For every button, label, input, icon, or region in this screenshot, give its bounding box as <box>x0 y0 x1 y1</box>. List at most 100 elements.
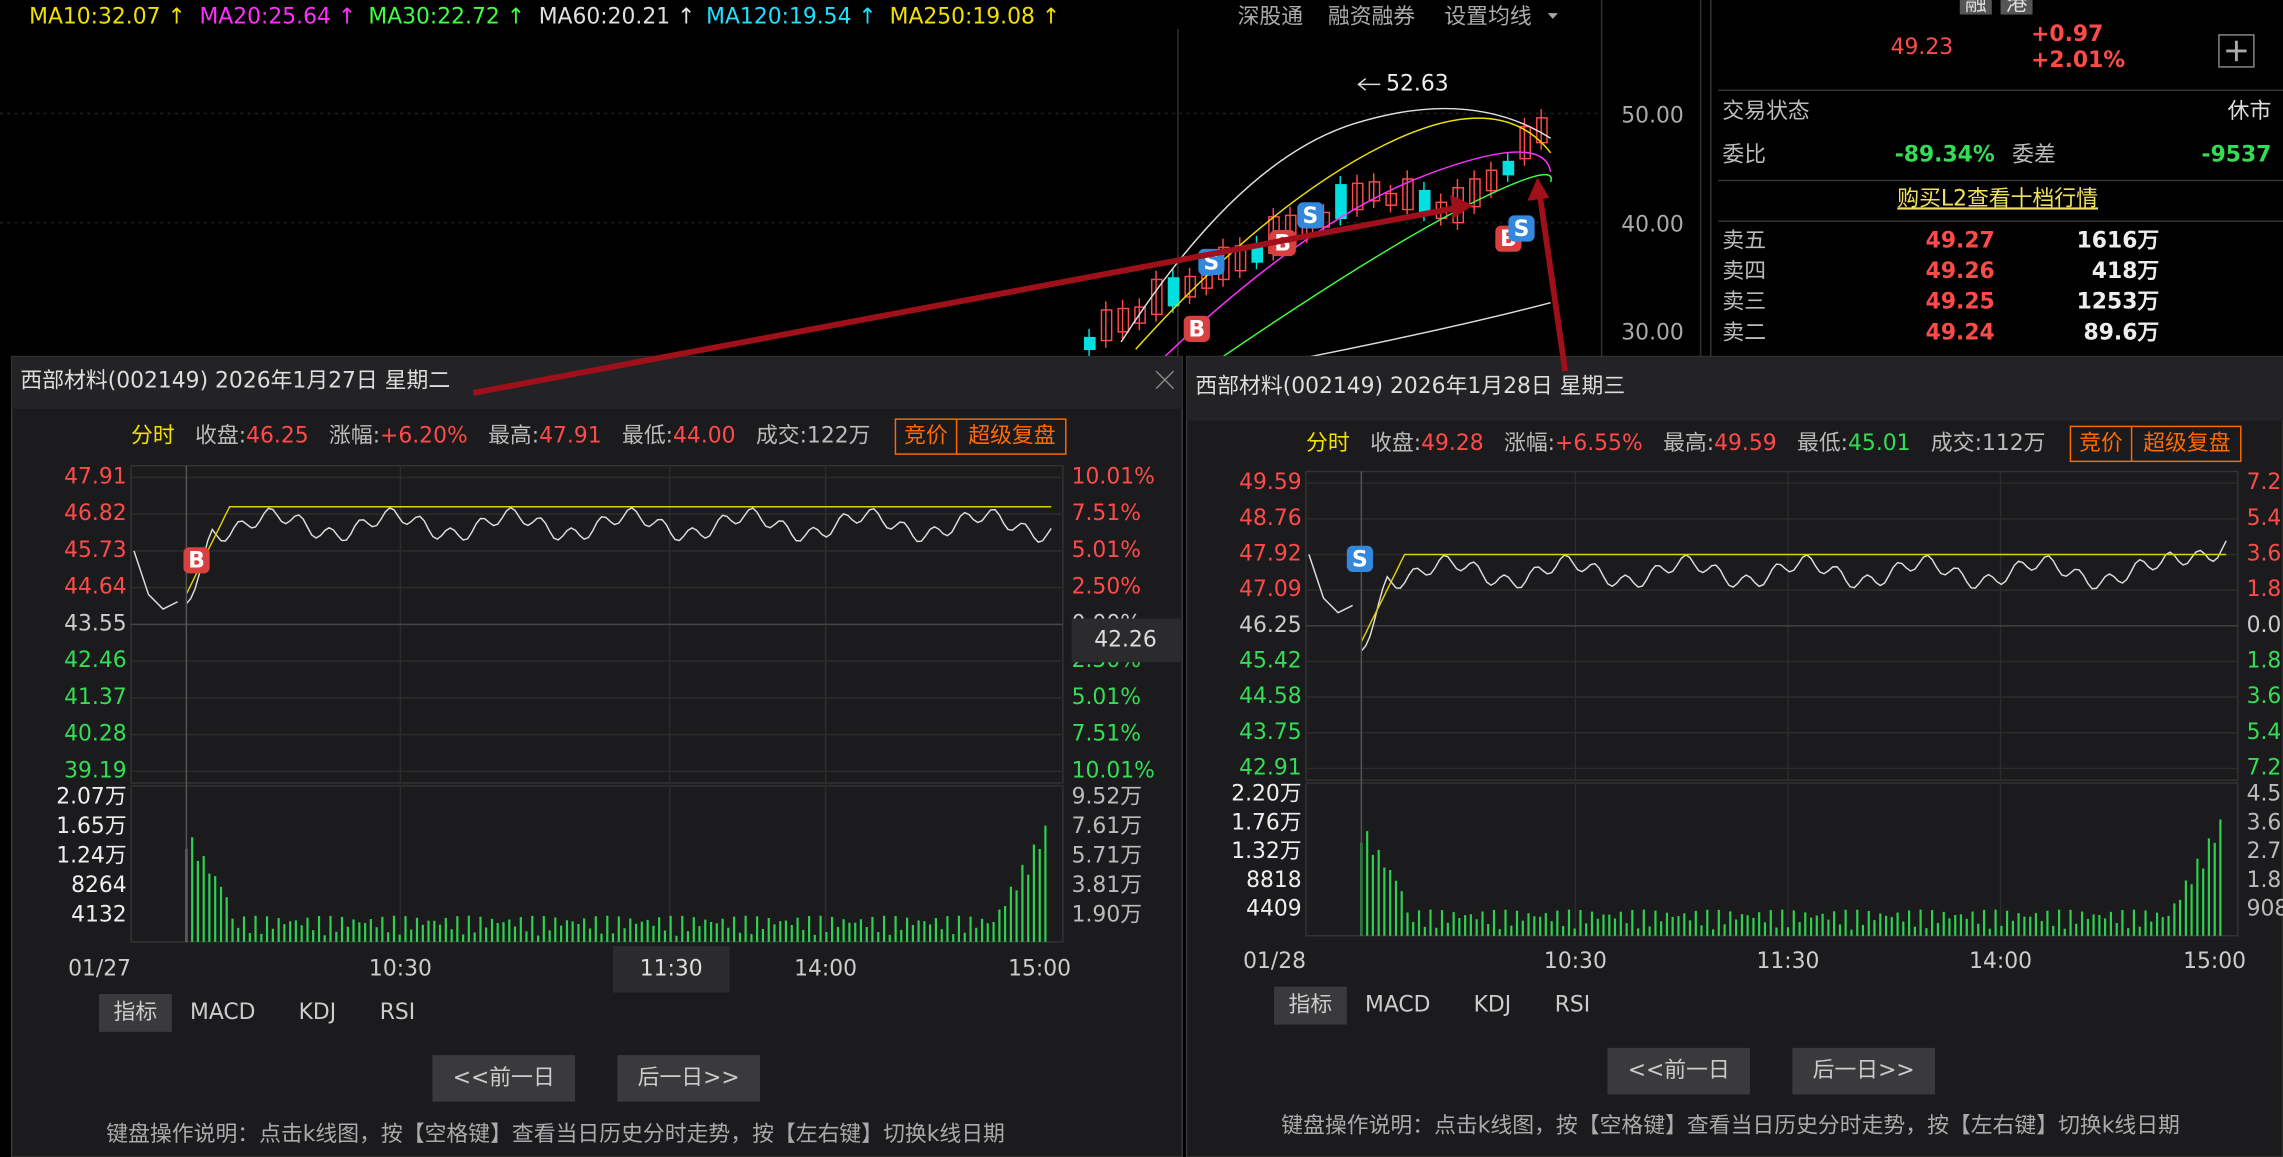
ask-price: 49.24 <box>1926 320 1995 345</box>
trade-marker-label: S <box>1514 217 1530 242</box>
button-label[interactable]: 竞价 <box>2079 431 2123 456</box>
candle-body <box>1335 184 1347 220</box>
volume-label: 1.76万 <box>1231 810 1301 835</box>
ask-price: 49.27 <box>1926 229 1995 254</box>
candle-body <box>1385 192 1398 206</box>
candle-body <box>1485 169 1498 192</box>
volume-label: 1.65万 <box>56 814 126 839</box>
stat-value: 47.91 <box>539 424 602 449</box>
mode-label: 分时 <box>1306 431 1350 456</box>
high-pointer <box>1357 78 1381 91</box>
nav-button[interactable] <box>1607 1047 1751 1095</box>
menu-item[interactable]: 设置均线 <box>1444 4 1532 29</box>
popup-title: 西部材料(002149) 2026年1月28日 星期三 <box>1195 374 1625 399</box>
candle-body <box>1469 178 1481 208</box>
status-label: 交易状态 <box>1722 99 1809 124</box>
cursor-price: 42.26 <box>1094 627 1157 652</box>
pct-label: 5.4 <box>2247 720 2282 745</box>
change: +0.97 <box>2031 22 2103 47</box>
candle-body <box>1402 178 1414 211</box>
trade-marker-label: B <box>188 549 205 574</box>
indicator-tab[interactable]: 指标 <box>114 1000 158 1025</box>
stat-label: 最高: <box>488 424 539 449</box>
menu-item[interactable]: 融资融券 <box>1328 4 1416 29</box>
volume-label: 8264 <box>71 873 127 898</box>
trade-marker <box>183 547 210 574</box>
candle-body <box>1502 160 1515 176</box>
stat-label: 收盘: <box>1370 431 1421 456</box>
price-label: 42.91 <box>1239 755 1302 780</box>
pct-label: 3.6 <box>2247 684 2282 709</box>
nav-button-label[interactable]: 后一日>> <box>1813 1058 1915 1083</box>
candle-body <box>1117 307 1130 333</box>
indicator-tab[interactable]: KDJ <box>299 1000 337 1025</box>
button-label[interactable]: 超级复盘 <box>968 424 1055 449</box>
ask-name: 卖五 <box>1722 229 1766 254</box>
ask-name: 卖四 <box>1722 259 1766 284</box>
status: 休市 <box>2228 99 2272 124</box>
ma-label: MA60:20.21 ↑ <box>539 4 696 29</box>
pct-label: 5.4 <box>2247 506 2282 531</box>
pct-label: 5.01% <box>1072 538 1141 563</box>
volume-label-right: 3.81万 <box>1072 873 1142 898</box>
pct-label: 0.0 <box>2247 613 2282 638</box>
volume-label: 8818 <box>1246 868 1302 893</box>
popup-bg <box>1185 355 2283 1157</box>
menu-item[interactable]: 深股通 <box>1238 4 1304 29</box>
weibi: -89.34% <box>1895 143 1995 168</box>
price-label: 47.92 <box>1239 541 1302 566</box>
button-box[interactable] <box>2069 425 2242 463</box>
badge-label: 港 <box>2006 0 2028 16</box>
add-button[interactable] <box>2218 34 2255 68</box>
price-label: 41.37 <box>64 685 127 710</box>
volume-label-right: 7.61万 <box>1072 814 1142 839</box>
ma-label: MA10:32.07 ↑ <box>29 4 186 29</box>
nav-button-label[interactable]: <<前一日 <box>1628 1058 1730 1083</box>
l2-link[interactable]: 购买L2查看十档行情 <box>1897 186 2098 211</box>
button-label[interactable]: 竞价 <box>904 424 948 449</box>
trade-marker <box>1346 545 1374 572</box>
nav-button[interactable] <box>432 1055 576 1102</box>
pct-label: 1.8 <box>2247 577 2282 602</box>
nav-button-label[interactable]: <<前一日 <box>453 1065 555 1090</box>
nav-button[interactable] <box>617 1055 761 1102</box>
price-label: 47.09 <box>1239 577 1302 602</box>
stats-line: 分时 收盘:49.28 涨幅:+6.55% 最高:49.59 最低:45.01 成交:11… <box>1306 431 2045 456</box>
pct-label: 7.2 <box>2247 755 2282 780</box>
time-label: 01/27 <box>68 956 131 981</box>
ma-line <box>1310 302 1551 358</box>
pct-label: 7.2 <box>2247 470 2282 495</box>
indicator-tab[interactable]: 指标 <box>1289 993 1333 1018</box>
nav-button[interactable] <box>1792 1047 1936 1095</box>
indicator-tab[interactable]: RSI <box>380 1000 415 1025</box>
indicator-tab[interactable]: MACD <box>190 1000 255 1025</box>
price-label: 39.19 <box>64 758 127 783</box>
weicha: -9537 <box>2202 143 2272 168</box>
arrow-head <box>1450 195 1474 219</box>
button-label[interactable]: 超级复盘 <box>2143 431 2230 456</box>
button-box[interactable] <box>894 418 1067 455</box>
indicator-tab[interactable]: KDJ <box>1474 993 1512 1018</box>
ma-line <box>1222 173 1552 358</box>
volume-label-right: 9.52万 <box>1072 785 1142 810</box>
stat-value: 49.59 <box>1714 431 1777 456</box>
badge-label: 融 <box>1965 0 1987 16</box>
pct-label: 3.6 <box>2247 541 2282 566</box>
popup-titlebar <box>11 356 1183 409</box>
time-label: 11:30 <box>1757 949 1820 974</box>
add-icon <box>2226 40 2247 62</box>
arrow <box>472 203 1464 396</box>
pct-label: 2.50% <box>1072 575 1141 600</box>
nav-button-label[interactable]: 后一日>> <box>638 1065 740 1090</box>
volume-label-right: 4.5 <box>2247 782 2282 807</box>
price-label: 44.58 <box>1239 684 1302 709</box>
indicator-tab[interactable]: RSI <box>1555 993 1590 1018</box>
stat-label: 最高: <box>1663 431 1714 456</box>
price-label: 43.75 <box>1239 720 1302 745</box>
indicator-tab[interactable]: MACD <box>1365 993 1430 1018</box>
close-button[interactable] <box>1155 370 1175 390</box>
trade-marker <box>1508 215 1535 242</box>
average-line <box>185 506 1052 595</box>
time-label: 10:30 <box>369 956 432 981</box>
